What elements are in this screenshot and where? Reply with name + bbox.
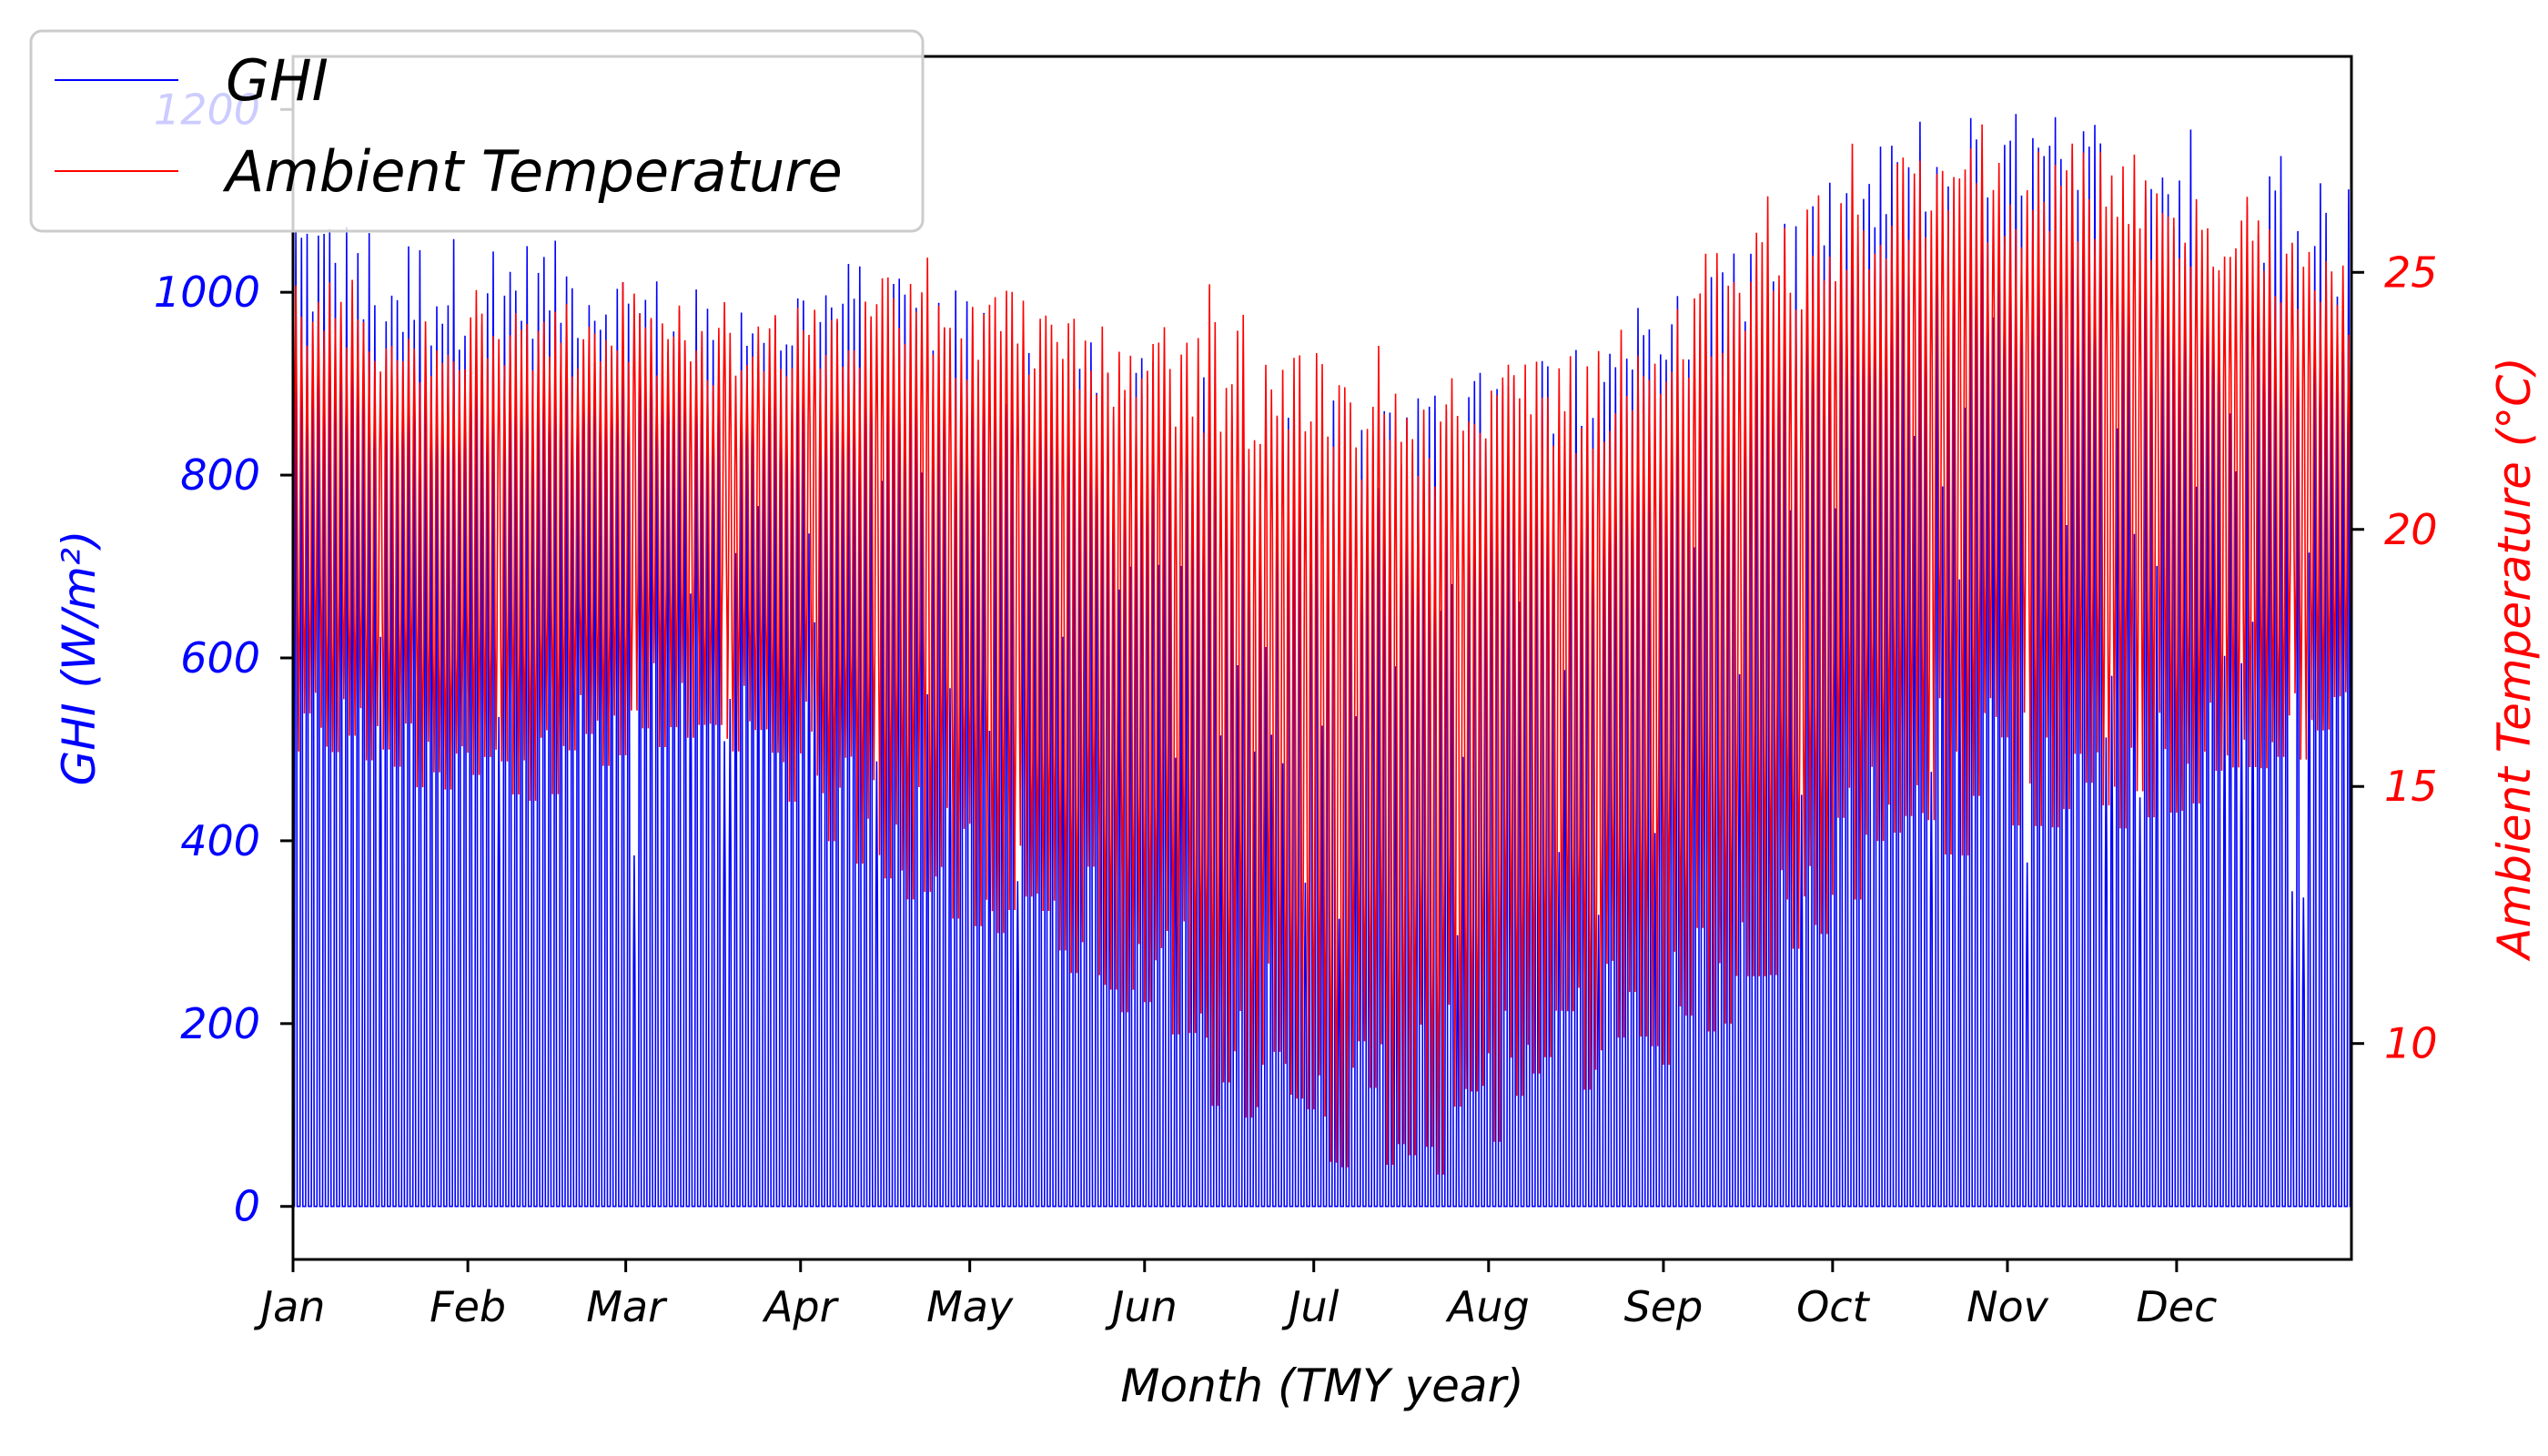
legend-temperature-label: Ambient Temperature [222,138,843,205]
y-left-tick-label: 0 [234,1182,260,1231]
x-tick-label: Apr [762,1282,840,1331]
x-axis-label: Month (TMY year) [1120,1360,1523,1412]
x-tick-label: Nov [1967,1282,2049,1331]
x-tick-label: Jun [1105,1282,1178,1331]
x-tick-label: Oct [1796,1282,1870,1331]
ghi-series [293,114,2351,1208]
temperature-series [292,124,2352,1175]
y-left-tick-label: 600 [180,633,260,682]
x-tick-label: Dec [2136,1282,2217,1331]
y-axis-left-label: GHI (W/m²) [53,530,106,785]
x-tick-label: May [926,1282,1014,1331]
x-tick-label: Jan [254,1282,326,1331]
y-axis-left: 020040060080010001200 [154,85,293,1231]
y-left-tick-label: 800 [180,450,260,500]
y-right-tick-label: 20 [2384,505,2438,554]
x-tick-label: Mar [586,1282,668,1331]
y-right-tick-label: 10 [2384,1019,2438,1068]
ghi-line [293,114,2351,1208]
y-right-tick-label: 15 [2384,762,2438,811]
y-left-tick-label: 400 [180,816,260,865]
x-axis: Jan Feb Mar Apr May Jun Jul Aug Sep Oct Nov Dec [254,1259,2217,1331]
x-tick-label: Jul [1281,1282,1340,1331]
y-axis-right-label: Ambient Temperature (°C) [2488,357,2541,961]
x-tick-label: Feb [430,1282,506,1331]
y-left-tick-label: 200 [180,999,260,1048]
y-left-tick-label: 1000 [154,268,260,317]
y-axis-right: 10 15 20 25 [2351,248,2438,1068]
temperature-line [292,124,2352,1175]
legend: GHI Ambient Temperature [29,29,925,233]
x-tick-label: Aug [1445,1282,1530,1331]
x-tick-label: Sep [1624,1282,1704,1331]
legend-ghi-label: GHI [226,47,329,114]
legend-box [29,29,925,233]
plot-area [292,114,2352,1208]
y-right-tick-label: 25 [2384,248,2438,297]
